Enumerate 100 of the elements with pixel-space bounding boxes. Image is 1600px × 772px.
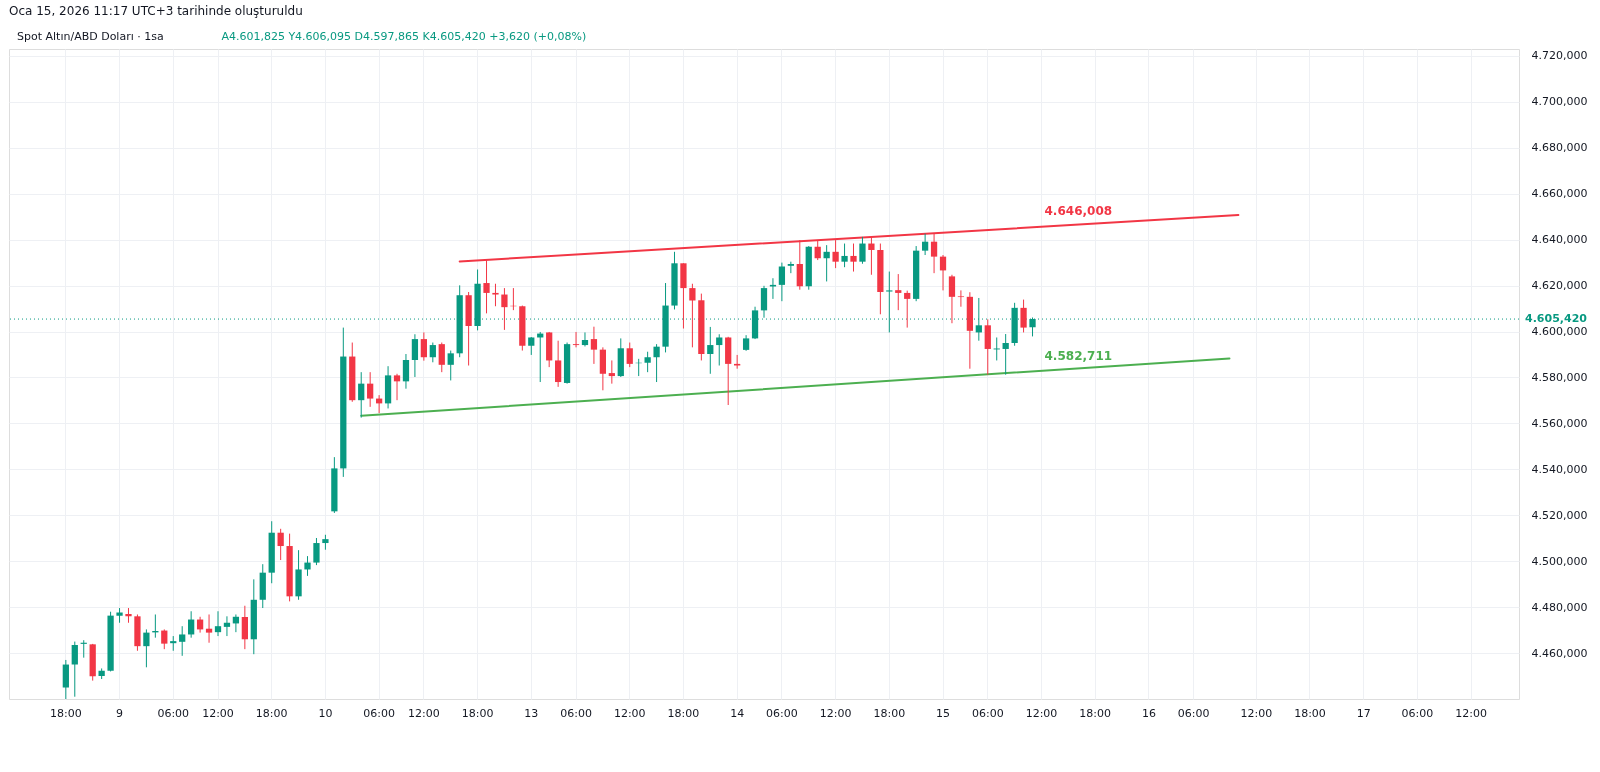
x-tick-label: 18:00 (461, 706, 494, 720)
candlestick (223, 615, 231, 637)
candlestick (653, 343, 660, 383)
annotation: 4.582,711 (1044, 349, 1113, 364)
y-tick-label: 4.720,000 (1531, 49, 1588, 63)
candlestick (707, 326, 714, 375)
x-tick-label: 06:00 (560, 706, 592, 720)
candlestick (143, 628, 150, 668)
y-tick-label: 4.660,000 (1531, 187, 1588, 201)
candlestick (760, 285, 768, 319)
candlestick (438, 342, 445, 373)
y-tick-label: 4.680,000 (1531, 141, 1588, 155)
x-tick-label: 18:00 (873, 706, 906, 720)
candlestick (205, 613, 213, 644)
candlestick (590, 326, 598, 365)
candlestick (850, 243, 857, 273)
candlestick (277, 528, 284, 561)
candlestick (957, 289, 965, 308)
candlestick (411, 333, 419, 378)
candlestick (420, 331, 427, 362)
candlestick (501, 287, 508, 331)
candlestick (1002, 333, 1009, 376)
y-tick-label: 4.560,000 (1531, 416, 1588, 430)
x-tick-label: 18:00 (255, 706, 288, 720)
x-tick-label: 10 (318, 706, 333, 720)
x-tick-label: 18:00 (1294, 706, 1326, 720)
x-tick-label: 12:00 (819, 706, 852, 720)
candlestick (179, 625, 186, 657)
chart-subtitle: A4.601,825 Y4.606,095 D4.597,865 K4.605,420 +3,620 (+0,08%) (221, 30, 587, 43)
x-tick-label: 12:00 (1455, 706, 1487, 720)
x-tick-label: 06:00 (1401, 706, 1434, 720)
y-tick-label: 4.500,000 (1531, 554, 1588, 568)
candlestick (841, 243, 848, 268)
candlestick (1020, 299, 1027, 333)
candlestick (402, 353, 410, 390)
candlestick (393, 373, 401, 401)
y-tick-label: 4.620,000 (1531, 279, 1588, 293)
y-tick-label: 4.520,000 (1531, 508, 1588, 522)
candlestick (921, 233, 929, 256)
y-tick-label: 4.700,000 (1531, 95, 1588, 109)
candlestick (313, 537, 320, 566)
candlestick (492, 283, 499, 307)
candlestick (895, 273, 902, 311)
x-tick-label: 12:00 (1240, 706, 1273, 720)
y-tick-label: 4.580,000 (1531, 370, 1588, 384)
y-tick-label: 4.480,000 (1531, 600, 1588, 614)
candlestick (572, 331, 580, 348)
x-tick-label: 06:00 (766, 706, 798, 720)
x-tick-label: 17 (1356, 706, 1371, 720)
candlestick (581, 331, 589, 347)
candlestick (689, 283, 696, 348)
candlestick (778, 262, 786, 302)
candlestick (904, 290, 911, 329)
x-tick-label: 9 (116, 706, 124, 720)
x-tick-label: 18:00 (667, 706, 700, 720)
candlestick (555, 340, 562, 388)
y-tick-label: 4.540,000 (1531, 462, 1588, 476)
y-tick-label: 4.460,000 (1531, 646, 1588, 660)
candlestick (939, 254, 947, 291)
candlestick (975, 297, 982, 342)
candlestick (644, 351, 651, 373)
chart-title: Spot Altın/ABD Doları · 1sa (17, 30, 164, 43)
x-tick-label: 12:00 (613, 706, 646, 720)
candlestick (984, 318, 991, 376)
candlestick (429, 342, 436, 363)
candlestick (716, 333, 723, 366)
candlestick (214, 610, 222, 637)
candlestick (241, 605, 248, 650)
candlestick (787, 261, 794, 274)
candlestick (626, 342, 633, 368)
ref-line-label: 4.605,420 (1525, 312, 1588, 326)
x-tick-label: 06:00 (971, 706, 1004, 720)
text: Oca 15, 2026 11:17 UTC+3 tarihinde oluşturuldu (9, 4, 303, 18)
x-tick-label: 14 (730, 706, 745, 720)
candlestick (304, 555, 311, 577)
candlestick (367, 371, 374, 408)
x-tick-label: 06:00 (1177, 706, 1210, 720)
x-tick-label: 18:00 (1079, 706, 1112, 720)
x-tick-label: 12:00 (202, 706, 234, 720)
annotation: 4.646,008 (1044, 203, 1113, 218)
x-tick-label: 06:00 (157, 706, 190, 720)
candlestick (358, 371, 365, 419)
x-tick-label: 12:00 (408, 706, 440, 720)
y-tick-label: 4.640,000 (1531, 233, 1588, 247)
candlestick (62, 659, 69, 700)
x-tick-label: 15 (936, 706, 951, 720)
candlestick (859, 236, 866, 265)
x-tick-label: 06:00 (363, 706, 395, 720)
x-tick-label: 18:00 (49, 706, 82, 720)
candlestick (71, 641, 78, 698)
x-tick-label: 12:00 (1025, 706, 1058, 720)
x-tick-label: 16 (1141, 706, 1156, 720)
candlestick (161, 628, 168, 650)
candlestick (608, 359, 615, 385)
candlestick (734, 354, 741, 370)
candlestick (447, 350, 454, 381)
candlestick (823, 244, 830, 282)
y-tick-label: 4.600,000 (1531, 325, 1588, 339)
x-tick-label: 13 (524, 706, 539, 720)
candlestick (948, 274, 956, 324)
